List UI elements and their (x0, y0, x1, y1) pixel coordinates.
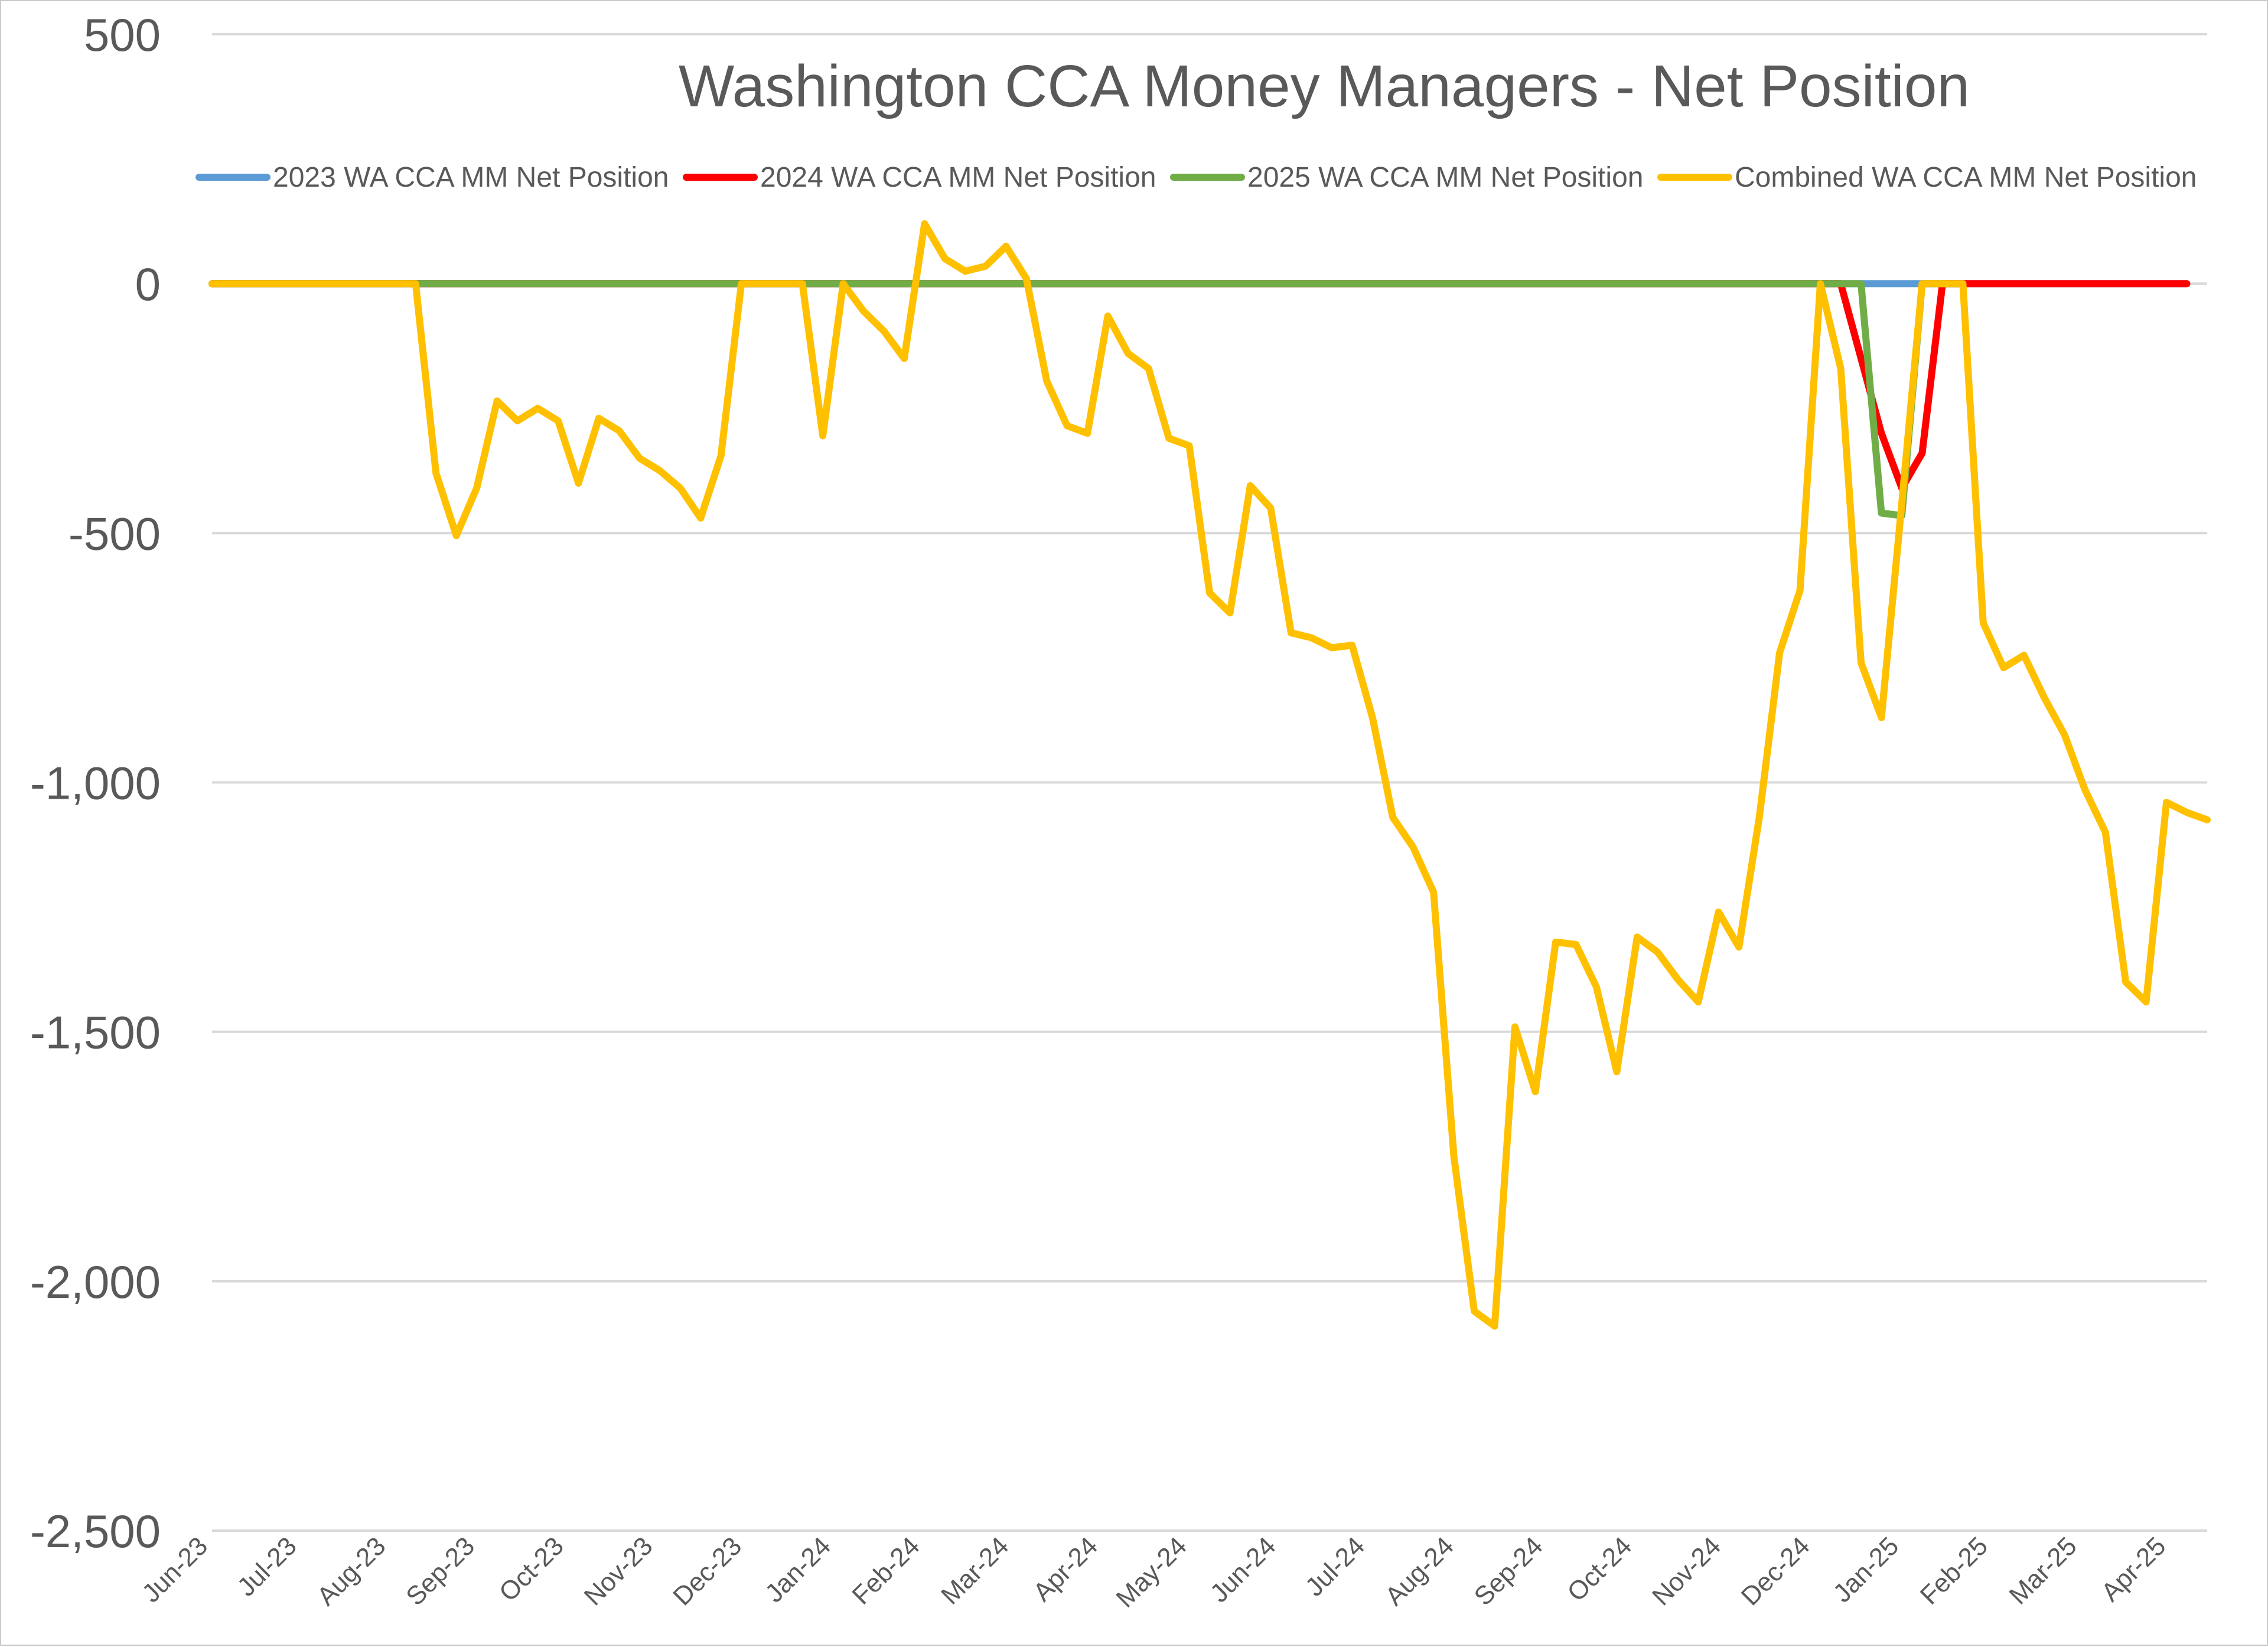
x-tick-label: Nov-24 (1647, 1531, 1726, 1611)
y-tick-label: -1,500 (30, 1007, 161, 1059)
x-tick-label: Sep-23 (400, 1531, 480, 1611)
y-tick-label: 0 (135, 258, 161, 310)
y-tick-label: -2,000 (30, 1256, 161, 1308)
legend: 2023 WA CCA MM Net Position 2024 WA CCA M… (195, 162, 2197, 193)
x-tick-label: Mar-24 (936, 1531, 1014, 1610)
x-tick-label: Apr-25 (2096, 1531, 2171, 1607)
x-tick-label: Jul-24 (1300, 1531, 1370, 1602)
x-tick-label: May-24 (1110, 1531, 1192, 1613)
x-tick-label: Jun-24 (1205, 1531, 1282, 1608)
chart-title: Washington CCA Money Managers - Net Posi… (679, 53, 1970, 119)
gridlines (212, 33, 2207, 1532)
legend-label: 2025 WA CCA MM Net Position (1247, 162, 1643, 193)
x-tick-label: Jan-24 (760, 1531, 836, 1608)
series-line-4 (208, 220, 2211, 1330)
x-tick-label: Dec-23 (667, 1531, 747, 1611)
x-tick-label: Oct-23 (494, 1531, 569, 1607)
x-tick-label: Aug-23 (311, 1531, 391, 1611)
x-tick-label: Sep-24 (1469, 1531, 1549, 1611)
legend-label: 2023 WA CCA MM Net Position (273, 162, 669, 193)
y-tick-label: -1,000 (30, 757, 161, 809)
y-axis-tick-labels: 500 0 -500 -1,000 -1,500 -2,000 -2,500 (30, 9, 161, 1557)
y-tick-label: 500 (84, 9, 161, 61)
x-tick-label: Aug-24 (1380, 1531, 1459, 1611)
x-axis-tick-labels: Jun-23 Jul-23 Aug-23 Sep-23 Oct-23 Nov-23 Dec-… (136, 1531, 2171, 1613)
x-tick-label: Apr-24 (1028, 1531, 1103, 1607)
x-tick-label: Jul-23 (232, 1531, 302, 1602)
x-tick-label: Dec-24 (1736, 1531, 1816, 1611)
series-line-3 (208, 280, 1967, 519)
legend-label: Combined WA CCA MM Net Position (1735, 162, 2197, 193)
y-tick-label: -500 (69, 507, 161, 559)
x-tick-label: Nov-23 (579, 1531, 659, 1611)
x-tick-label: Feb-24 (846, 1531, 925, 1610)
series-lines (208, 220, 2211, 1330)
legend-label: 2024 WA CCA MM Net Position (760, 162, 1156, 193)
x-tick-label: Mar-25 (2004, 1531, 2083, 1610)
x-tick-label: Feb-25 (1915, 1531, 1993, 1610)
series-line-2 (208, 280, 2191, 492)
x-tick-label: Jan-25 (1828, 1531, 1905, 1608)
x-tick-label: Oct-24 (1562, 1531, 1637, 1607)
y-tick-label: -2,500 (30, 1505, 161, 1557)
